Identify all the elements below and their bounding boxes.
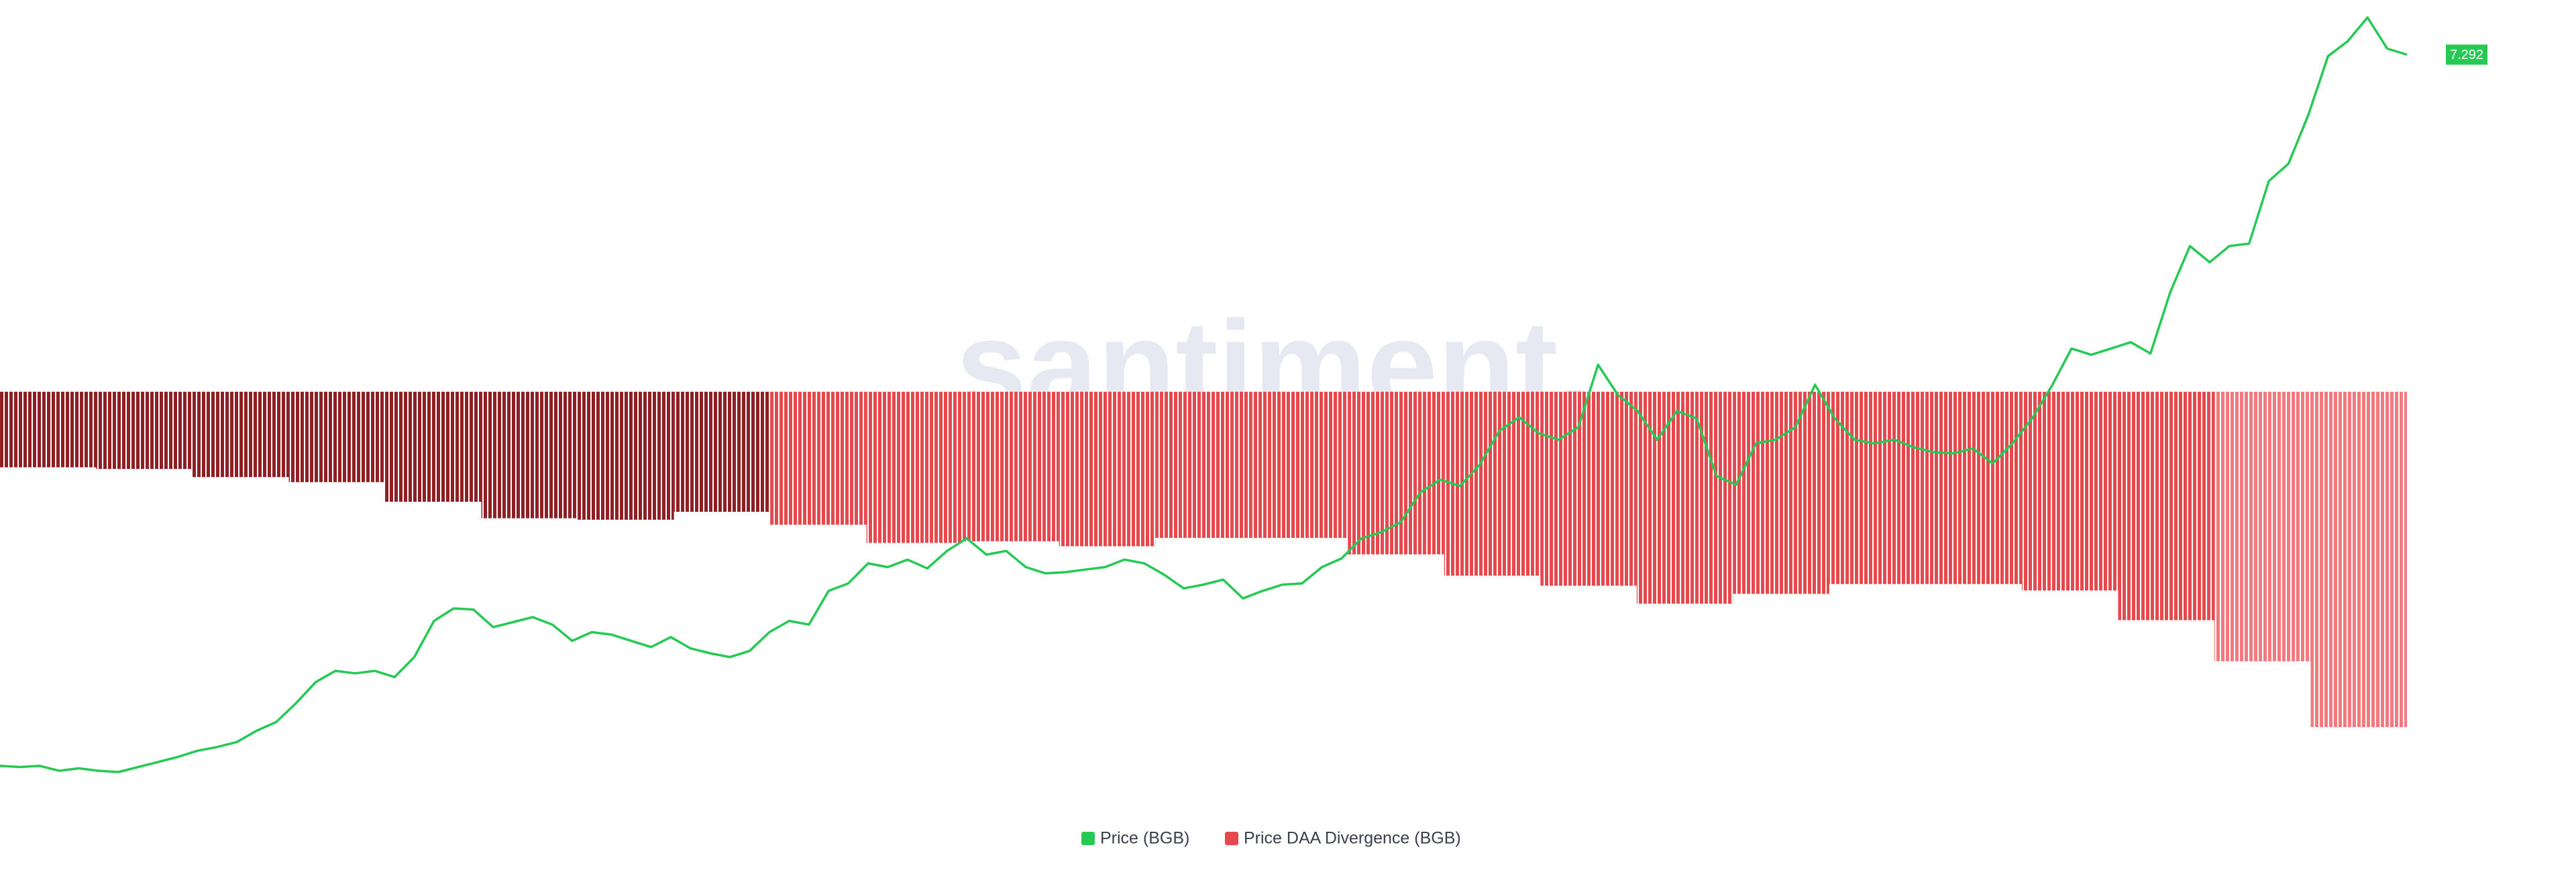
bar	[578, 392, 674, 520]
bar	[1636, 392, 1733, 604]
bar	[2310, 392, 2407, 727]
bar	[1059, 392, 1156, 547]
legend-label: Price (BGB)	[1100, 829, 1189, 848]
bar	[1348, 392, 1444, 555]
bar	[2021, 392, 2118, 591]
price-line	[0, 16, 2408, 773]
legend-swatch	[1225, 832, 1238, 845]
bar	[481, 392, 578, 519]
bar	[385, 392, 482, 502]
bar	[2118, 392, 2214, 620]
bar	[1155, 392, 1252, 538]
bar	[963, 392, 1059, 541]
bar	[1251, 392, 1348, 538]
legend-swatch	[1081, 832, 1095, 845]
bar	[1733, 392, 1829, 594]
bar	[2214, 392, 2311, 661]
bar	[1540, 392, 1637, 586]
bar	[866, 392, 963, 543]
current-price-box	[2446, 44, 2487, 65]
bar	[96, 392, 193, 470]
legend-label: Price DAA Divergence (BGB)	[1244, 829, 1461, 848]
bar	[674, 392, 771, 512]
bar	[1444, 392, 1541, 576]
current-price-label: 7.292	[2450, 48, 2483, 62]
bar	[1829, 392, 1926, 584]
bar	[770, 392, 867, 525]
bar	[288, 392, 386, 482]
bar	[1925, 392, 2022, 584]
bar	[193, 392, 289, 478]
bar	[0, 392, 97, 468]
